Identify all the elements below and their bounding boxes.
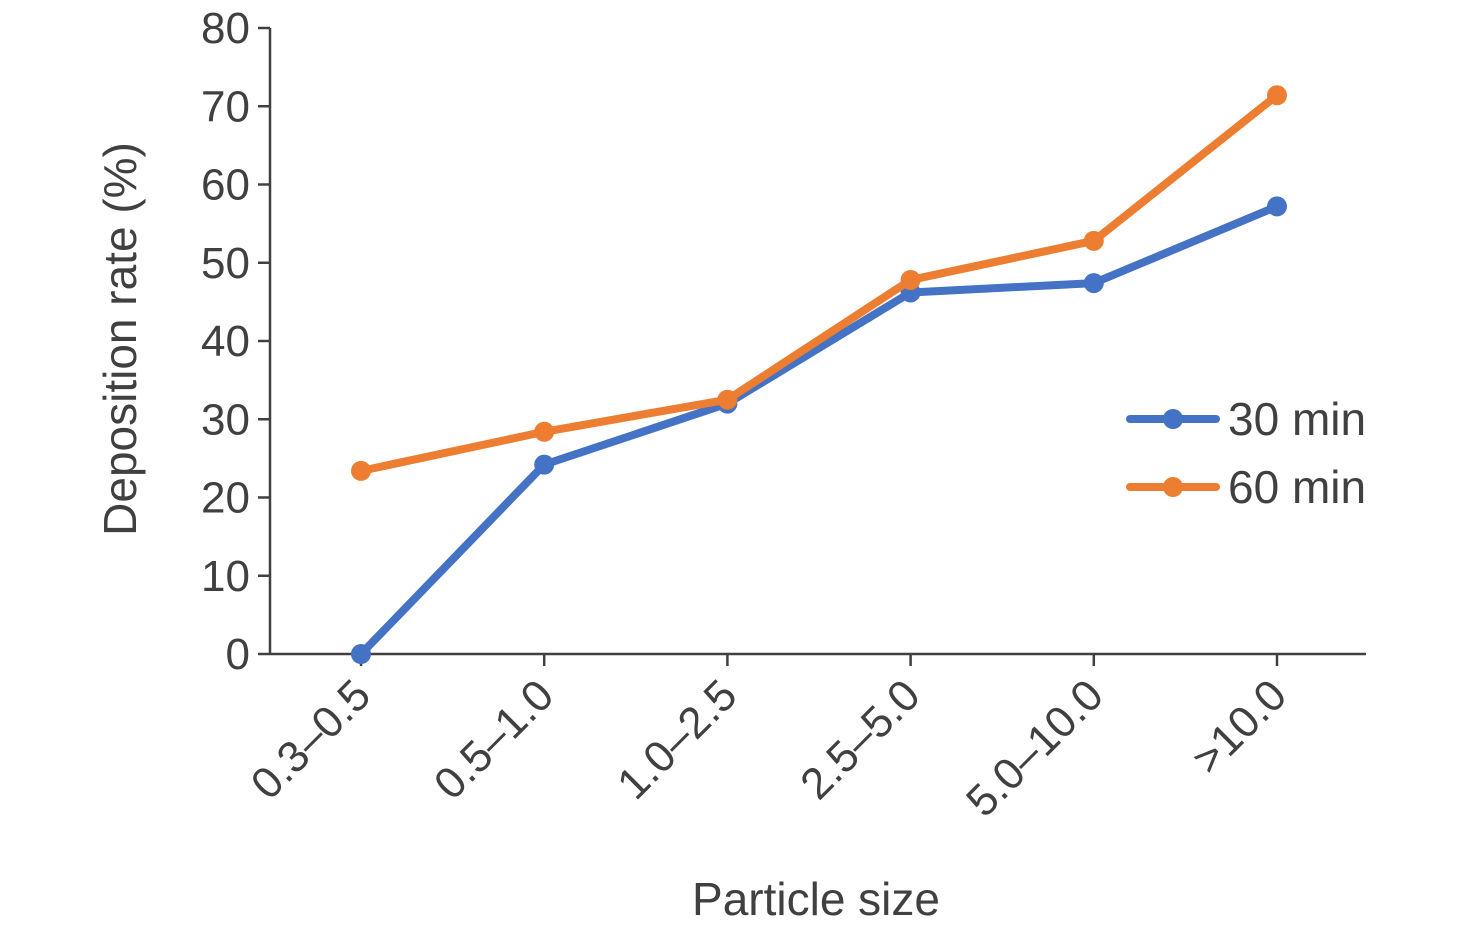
y-tick-label: 10 [201, 552, 250, 601]
series-line [357, 202, 1281, 658]
y-tick-label: 30 [201, 395, 250, 444]
legend-swatch-marker [1163, 477, 1183, 497]
y-tick-label: 0 [226, 630, 250, 679]
y-tick-label: 20 [201, 474, 250, 523]
y-tick-label: 70 [201, 82, 250, 131]
data-point [351, 460, 371, 481]
x-tick-label: >10.0 [1183, 670, 1296, 783]
x-tick-label: 1.0–2.5 [608, 670, 746, 808]
x-tick-label: 2.5–5.0 [791, 670, 929, 808]
x-axis-title: Particle size [692, 873, 940, 925]
y-tick-label: 50 [201, 239, 250, 288]
y-tick-label: 80 [201, 4, 250, 53]
series-0 [351, 196, 1287, 664]
legend-label: 60 min [1228, 461, 1366, 513]
legend-item: 30 min [1126, 393, 1366, 445]
legend: 30 min 60 min [1126, 393, 1366, 513]
data-point [1083, 230, 1104, 251]
data-point [534, 421, 555, 442]
y-ticks: 0 10 20 30 40 50 60 70 80 [201, 4, 270, 679]
data-point [1267, 85, 1287, 106]
legend-label: 30 min [1228, 393, 1366, 445]
data-point [534, 454, 555, 475]
legend-item: 60 min [1126, 461, 1366, 513]
data-point [900, 269, 921, 290]
data-point [351, 644, 371, 664]
x-tick-label: 0.3–0.5 [242, 670, 380, 808]
legend-swatch-marker [1163, 409, 1183, 429]
x-ticks: 0.3–0.5 0.5–1.0 1.0–2.5 2.5–5.0 5.0–10.0 >10.… [242, 654, 1296, 826]
data-point [717, 389, 738, 410]
data-point [1267, 196, 1287, 217]
x-tick-label: 0.5–1.0 [425, 670, 563, 808]
y-tick-label: 60 [201, 161, 250, 210]
series-1 [351, 85, 1287, 481]
y-axis-title: Deposition rate (%) [94, 142, 146, 536]
series-line [357, 91, 1281, 475]
x-tick-label: 5.0–10.0 [957, 670, 1113, 826]
series-layer [351, 85, 1287, 664]
data-point [1083, 273, 1104, 294]
y-tick-label: 40 [201, 317, 250, 366]
